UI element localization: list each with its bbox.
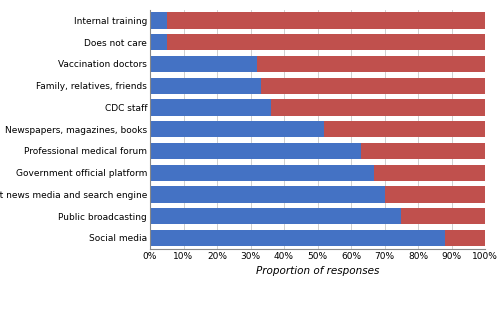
- Bar: [150, 56, 257, 72]
- X-axis label: Proportion of responses: Proportion of responses: [256, 266, 379, 276]
- Bar: [260, 78, 485, 94]
- Bar: [384, 186, 485, 203]
- Bar: [324, 121, 485, 137]
- Bar: [150, 78, 260, 94]
- Bar: [270, 99, 485, 115]
- Bar: [374, 165, 485, 181]
- Bar: [150, 12, 167, 29]
- Bar: [167, 12, 485, 29]
- Bar: [150, 34, 167, 50]
- Bar: [150, 121, 324, 137]
- Bar: [361, 143, 485, 159]
- Bar: [167, 34, 485, 50]
- Bar: [150, 165, 374, 181]
- Bar: [401, 208, 485, 224]
- Bar: [150, 186, 384, 203]
- Bar: [445, 230, 485, 246]
- Bar: [150, 208, 401, 224]
- Bar: [150, 143, 361, 159]
- Bar: [150, 99, 270, 115]
- Bar: [150, 230, 445, 246]
- Bar: [257, 56, 485, 72]
